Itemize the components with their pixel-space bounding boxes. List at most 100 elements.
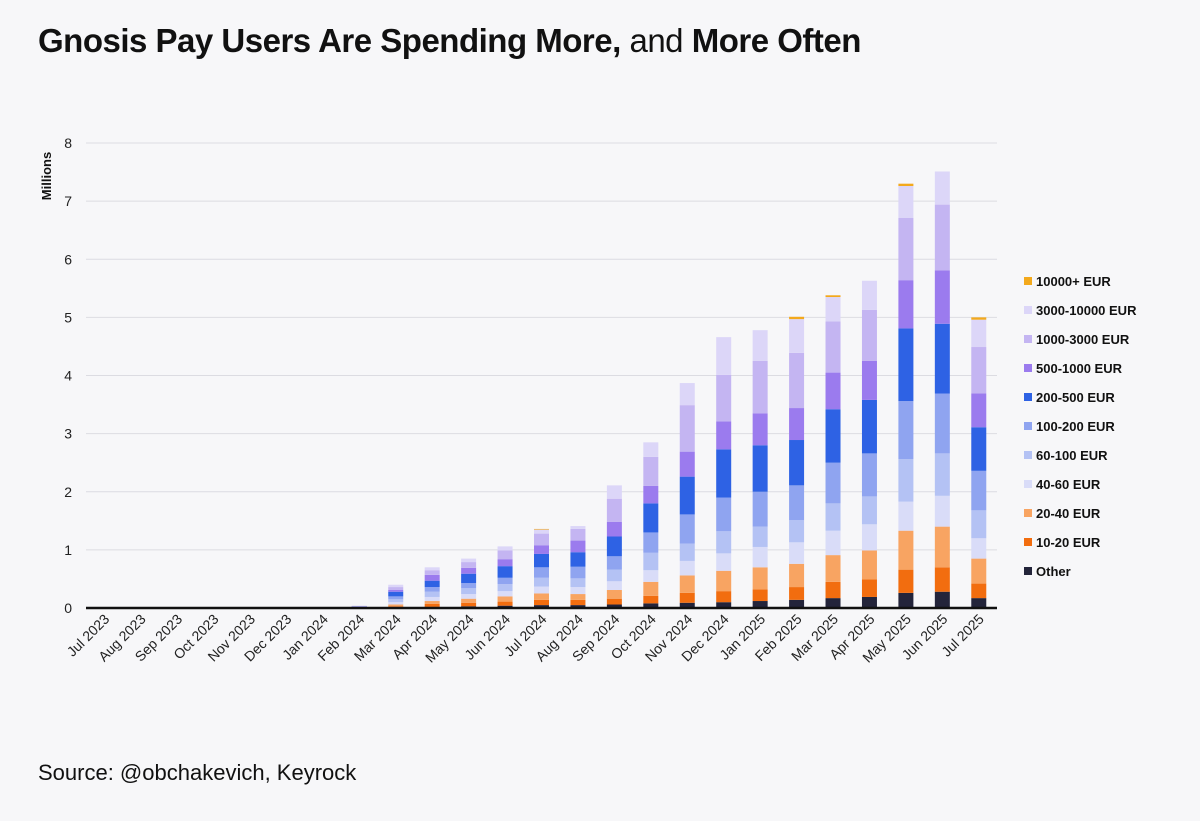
bar-segment-60-100-eur	[388, 599, 404, 603]
bar-segment-500-1000-eur	[716, 421, 732, 450]
bar-segment-60-100-eur	[606, 569, 622, 582]
bar-segment-10-20-eur	[570, 599, 586, 606]
legend-label: 200-500 EUR	[1036, 390, 1115, 405]
bar-segment-other	[679, 602, 695, 608]
bar-segment-other	[825, 598, 841, 608]
legend-label: Other	[1036, 564, 1071, 579]
bar-segment-10-20-eur	[534, 599, 549, 606]
legend-label: 500-1000 EUR	[1036, 361, 1123, 376]
bar-segment-200-500-eur	[424, 580, 440, 588]
bar-segment-200-500-eur	[461, 573, 477, 584]
bar-segment-40-60-eur	[424, 596, 440, 602]
bar-segment-500-1000-eur	[388, 589, 404, 592]
bar-segment-200-500-eur	[898, 328, 914, 402]
legend-swatch	[1024, 422, 1032, 430]
bar-segment-100-200-eur	[606, 556, 622, 570]
bar-segment-60-100-eur	[497, 584, 513, 592]
bar-segment-500-1000-eur	[534, 545, 549, 554]
bar-segment-1000-3000-eur	[388, 587, 404, 590]
bar-segment-3000-10000-eur	[606, 485, 622, 499]
bar-segment-200-500-eur	[534, 553, 549, 568]
bar-segment-60-100-eur	[934, 453, 950, 496]
bar-segment-3000-10000-eur	[825, 297, 841, 322]
bar-segment-1000-3000-eur	[424, 570, 440, 575]
bar-segment-3000-10000-eur	[752, 330, 768, 361]
bar-segment-10-20-eur	[898, 569, 914, 593]
bar-segment-3000-10000-eur	[497, 546, 513, 551]
bar-segment-1000-3000-eur	[643, 456, 659, 486]
y-tick-label: 3	[64, 426, 72, 442]
bar-segment-200-500-eur	[825, 409, 841, 463]
bar-segment-200-500-eur	[606, 536, 622, 557]
bar-segment-10-20-eur	[861, 579, 877, 597]
bar-segment-20-40-eur	[388, 604, 404, 607]
bar-segment-other	[898, 592, 914, 608]
bar-segment-100-200-eur	[971, 470, 987, 511]
bar-segment-1000-3000-eur	[461, 562, 477, 568]
bar-segment-1000-3000-eur	[752, 360, 768, 414]
bar-segment-200-500-eur	[789, 440, 805, 486]
bar-segment-500-1000-eur	[825, 372, 841, 410]
bar-segment-40-60-eur	[716, 553, 732, 571]
bar-segment-100-200-eur	[424, 587, 440, 592]
bar-segment-500-1000-eur	[971, 393, 987, 428]
chart-title: Gnosis Pay Users Are Spending More, and …	[38, 22, 861, 60]
bar-segment-10-20-eur	[643, 595, 659, 604]
bar-segment-100-200-eur	[534, 567, 549, 578]
bar-segment-500-1000-eur	[570, 540, 586, 553]
bar-segment-40-60-eur	[752, 546, 768, 568]
bar-segment-40-60-eur	[861, 524, 877, 551]
bar-segment-20-40-eur	[424, 601, 440, 604]
bar-segment-10-20-eur	[497, 601, 513, 606]
legend-label: 10000+ EUR	[1036, 274, 1111, 289]
bar-segment-3000-10000-eur	[679, 383, 695, 406]
bar-segment-60-100-eur	[789, 520, 805, 543]
bar-segment-1000-3000-eur	[934, 204, 950, 271]
bar-segment-20-40-eur	[461, 598, 477, 603]
bar-segment-500-1000-eur	[461, 567, 477, 574]
legend-swatch	[1024, 538, 1032, 546]
bar-segment-1000-3000-eur	[570, 528, 586, 541]
bar-segment-60-100-eur	[534, 577, 549, 587]
bar-segment-500-1000-eur	[606, 521, 622, 537]
bar-segment-10-20-eur	[789, 587, 805, 600]
bar-segment-20-40-eur	[752, 567, 768, 590]
bar-segment-200-500-eur	[752, 445, 768, 492]
bar-segment-10000-eur	[971, 317, 987, 320]
bar-segment-20-40-eur	[971, 558, 987, 584]
bar-segment-200-500-eur	[388, 591, 404, 597]
bar-segment-40-60-eur	[570, 587, 586, 595]
y-tick-label: 1	[64, 542, 72, 558]
bar-segment-3000-10000-eur	[351, 605, 367, 607]
bar-segment-3000-10000-eur	[570, 526, 586, 529]
legend-label: 40-60 EUR	[1036, 477, 1101, 492]
legend-swatch	[1024, 393, 1032, 401]
bar-segment-3000-10000-eur	[388, 584, 404, 588]
bar-segment-500-1000-eur	[861, 360, 877, 400]
source-note: Source: @obchakevich, Keyrock	[38, 760, 357, 785]
bar-segment-60-100-eur	[861, 496, 877, 525]
bar-segment-60-100-eur	[679, 543, 695, 561]
bar-segment-3000-10000-eur	[971, 319, 987, 348]
bar-segment-40-60-eur	[934, 495, 950, 527]
legend-swatch	[1024, 509, 1032, 517]
bar-segment-20-40-eur	[898, 530, 914, 570]
bar-segment-20-40-eur	[570, 594, 586, 600]
bar-segment-200-500-eur	[497, 566, 513, 578]
bar-segment-other	[534, 605, 549, 608]
bar-segment-3000-10000-eur	[424, 567, 440, 571]
bar-segment-other	[570, 605, 586, 608]
bar-segment-20-40-eur	[679, 575, 695, 593]
bar-segment-10000-eur	[534, 528, 549, 530]
bar-segment-other	[789, 599, 805, 608]
bar-segment-1000-3000-eur	[861, 309, 877, 361]
bar-segment-40-60-eur	[497, 591, 513, 597]
title-part-3: More Often	[691, 22, 862, 59]
bar-segment-1000-3000-eur	[971, 347, 987, 394]
bar-segment-100-200-eur	[898, 401, 914, 460]
bar-segment-500-1000-eur	[752, 413, 768, 446]
legend-label: 1000-3000 EUR	[1036, 332, 1130, 347]
bar-segment-60-100-eur	[643, 552, 659, 571]
bar-segment-10-20-eur	[424, 603, 440, 607]
